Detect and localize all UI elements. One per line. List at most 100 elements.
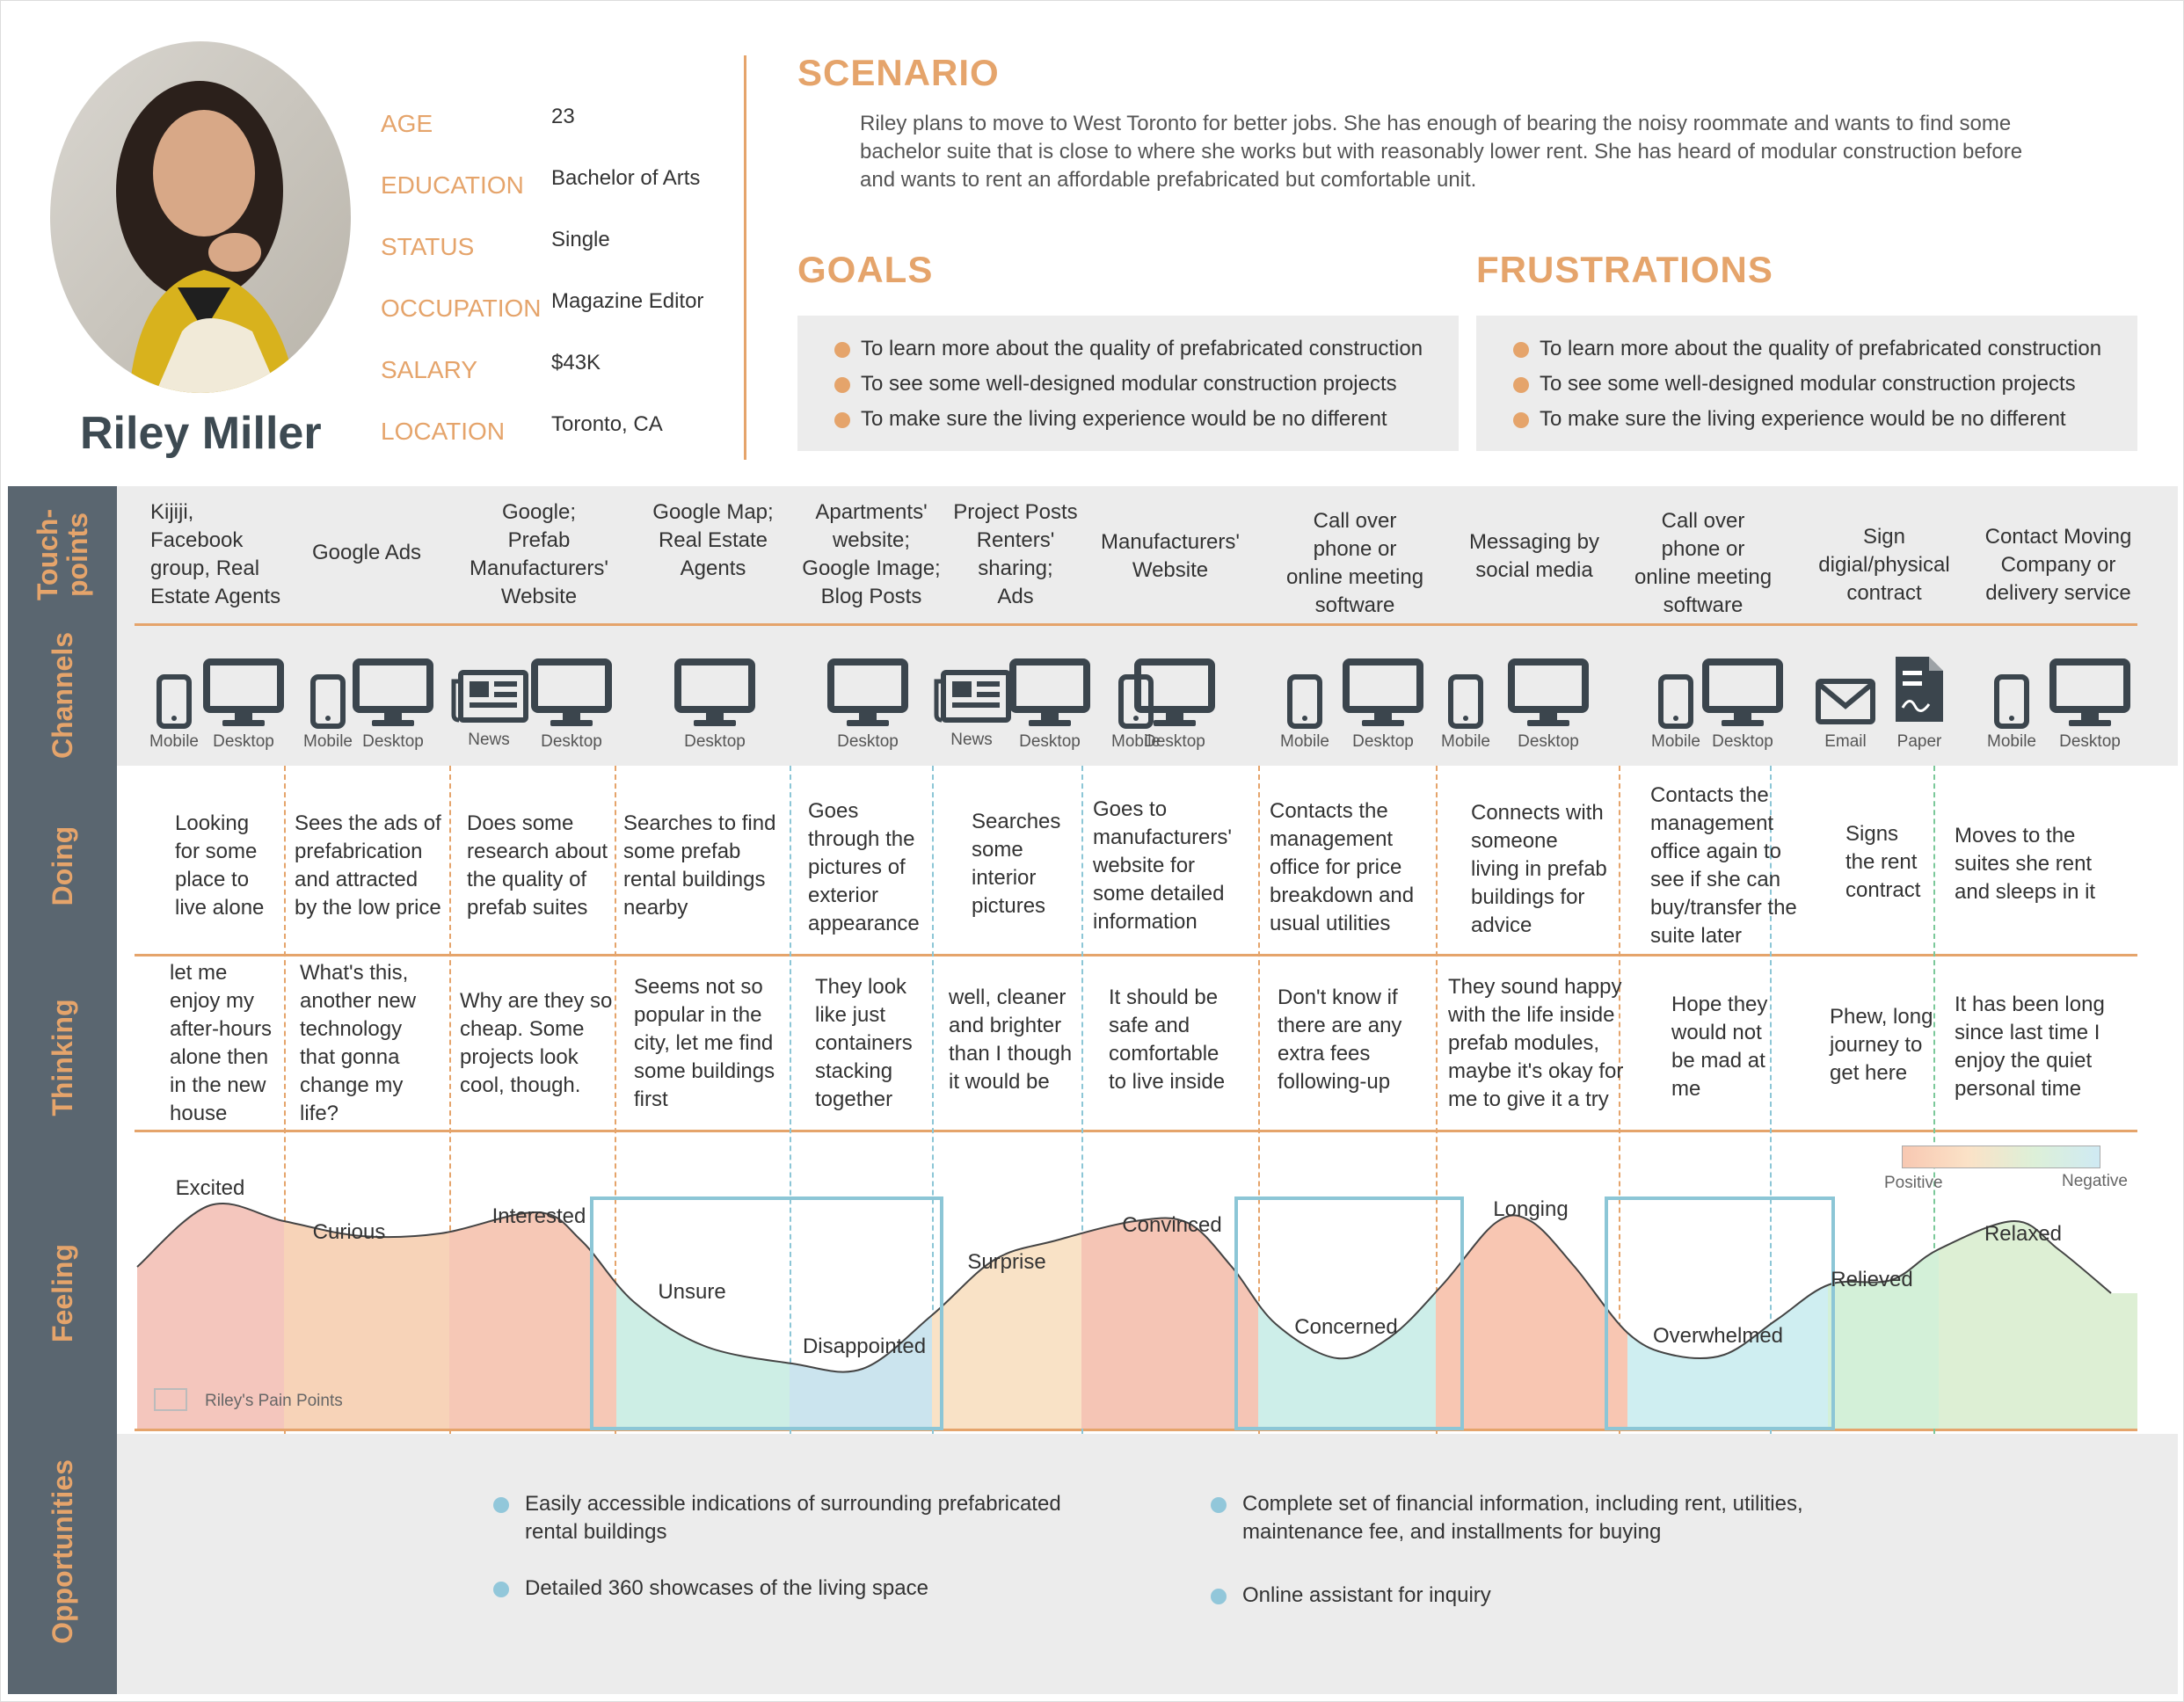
channel-label: Desktop [684, 732, 746, 751]
doing-cell: Signs the rent contract [1845, 822, 1921, 902]
thinking-cell: They sound happy with the life inside pr… [1448, 975, 1624, 1111]
scenario-text: Riley plans to move to West Toronto for … [860, 112, 2023, 192]
touchpoint-cell: Kijiji, Facebook group, Real Estate Agen… [150, 500, 281, 608]
pain-point-box [1234, 1196, 1464, 1430]
feeling-label: Curious [313, 1220, 386, 1244]
column-separator [1770, 766, 1772, 1434]
news-icon [931, 669, 1012, 730]
pain-point-box [590, 1196, 943, 1430]
mobile-icon [1448, 674, 1483, 733]
thinking-cell: Seems not so popular in the city, let me… [634, 975, 775, 1111]
feeling-area [1081, 1203, 1258, 1429]
channel-label: Desktop [1019, 732, 1081, 751]
legend-negative: Negative [2062, 1172, 2128, 1190]
doing-cell: Looking for some place to live alone [175, 811, 265, 920]
touchpoint-cell: Google Ads [311, 541, 422, 564]
channel-label: Desktop [541, 732, 602, 751]
column-separator [284, 766, 286, 1434]
touchpoint-cell: Call over phone or online meeting softwa… [1285, 509, 1424, 617]
doing-cell: Goes to manufacturers' website for some … [1093, 797, 1232, 934]
thinking-cell: Hope they would not be mad at me [1671, 993, 1768, 1101]
channel-label: Desktop [213, 732, 274, 751]
channel-label: Mobile [1111, 732, 1161, 751]
feeling-label: Relaxed [1984, 1222, 2062, 1246]
goals-item: To make sure the living experience would… [829, 402, 1434, 437]
desktop-icon [1702, 658, 1783, 733]
channel-label: Mobile [303, 732, 353, 751]
touchpoint-cell: Call over phone or online meeting softwa… [1634, 509, 1773, 617]
mobile-icon [1287, 674, 1322, 733]
column-separator [1436, 766, 1438, 1434]
channel-label: Desktop [1712, 732, 1773, 751]
goals-item: To learn more about the quality of prefa… [829, 331, 1434, 367]
feeling-legend-gradient [1902, 1146, 2100, 1168]
feeling-label: Convinced [1122, 1213, 1221, 1237]
feeling-area [1627, 1203, 1828, 1429]
thinking-cell: They look like just containers stacking … [815, 975, 913, 1111]
channel-label: Mobile [1987, 732, 2036, 751]
thinking-cell: What's this, another new technology that… [300, 961, 417, 1125]
persona-age-label: AGE [381, 110, 433, 137]
feeling-label: Overwhelmed [1653, 1324, 1783, 1348]
channel-label: Desktop [1518, 732, 1579, 751]
goals-title: GOALS [797, 249, 934, 290]
header-divider [744, 55, 746, 460]
persona-location-label: LOCATION [381, 418, 506, 445]
doing-divider [135, 954, 2137, 956]
thinking-cell: It should be safe and comfortable to liv… [1109, 986, 1226, 1094]
pain-point-legend-label: Riley's Pain Points [205, 1392, 343, 1410]
doing-cell: Searches some interior pictures [972, 810, 1061, 918]
scenario-title: SCENARIO [797, 52, 1000, 93]
feeling-label: Relieved [1831, 1268, 1912, 1291]
doing-cell: Connects with someone living in prefab b… [1471, 801, 1607, 937]
feeling-area [1258, 1203, 1436, 1429]
doing-cell: Searches to find some prefab rental buil… [623, 811, 776, 920]
desktop-icon [1009, 658, 1090, 733]
persona-status-value: Single [551, 228, 610, 251]
feeling-label: Disappointed [803, 1335, 926, 1358]
channel-label: Email [1824, 732, 1867, 751]
frustrations-item: To see some well-designed modular constr… [1508, 367, 2113, 402]
feeling-area [932, 1203, 1081, 1429]
desktop-icon [2049, 658, 2130, 733]
row-label-doing: Doing [47, 826, 78, 906]
column-separator [1081, 766, 1083, 1434]
news-icon [448, 669, 529, 730]
opportunity-item: Complete set of financial information, i… [1211, 1490, 1803, 1546]
persona-location-value: Toronto, CA [551, 412, 663, 436]
desktop-icon [353, 658, 433, 733]
feeling-divider [135, 1429, 2137, 1431]
pain-point-legend-swatch [154, 1388, 187, 1411]
channel-label: Desktop [1144, 732, 1205, 751]
touchpoint-cell: Manufacturers' Website [1101, 530, 1240, 582]
doing-cell: Contacts the management office again to … [1650, 783, 1797, 948]
desktop-icon [1343, 658, 1423, 733]
feeling-area [1436, 1203, 1627, 1429]
email-icon [1815, 678, 1876, 730]
persona-salary-value: $43K [551, 351, 601, 375]
thinking-cell: Don't know if there are any extra fees f… [1278, 986, 1402, 1094]
column-separator [1258, 766, 1260, 1434]
doing-cell: Does some research about the quality of … [467, 811, 608, 920]
paper-icon [1892, 653, 1947, 730]
persona-name: Riley Miller [80, 408, 322, 459]
feeling-chart: Excited Curious Interested Unsure Disappoint… [136, 1176, 2137, 1430]
opportunity-item: Online assistant for inquiry [1211, 1582, 1491, 1610]
doing-cell: Sees the ads of prefabrication and attra… [295, 811, 441, 920]
channel-label: Mobile [1280, 732, 1329, 751]
frustrations-item: To make sure the living experience would… [1508, 402, 2113, 437]
doing-cell: Goes through the pictures of exterior ap… [808, 799, 920, 935]
desktop-icon [1508, 658, 1589, 733]
persona-education-value: Bachelor of Arts [551, 166, 701, 190]
touchpoint-cell: Google; Prefab Manufacturers' Website [470, 500, 608, 608]
row-label-touchpoints: Touch- points [32, 508, 93, 601]
desktop-icon [1134, 658, 1215, 733]
channel-label: Mobile [149, 732, 199, 751]
desktop-icon [531, 658, 612, 733]
thinking-cell: Why are they so cheap. Some projects loo… [460, 989, 613, 1097]
channel-label: Desktop [2059, 732, 2121, 751]
column-separator [615, 766, 616, 1434]
row-labels-sidebar [8, 486, 117, 1694]
touchpoint-cell: Apartments' website; Google Image; Blog … [802, 500, 941, 608]
